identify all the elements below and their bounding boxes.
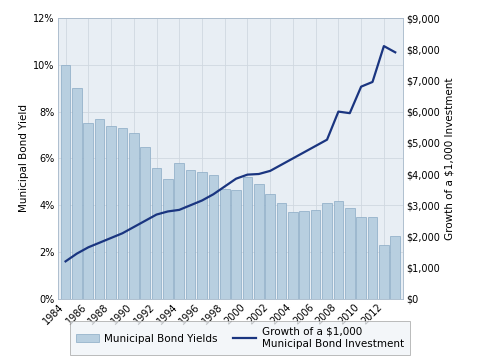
Bar [334, 201, 343, 299]
Bar [61, 65, 71, 299]
Bar [254, 184, 264, 299]
Legend: Municipal Bond Yields, Growth of a $1,000
Municipal Bond Investment: Municipal Bond Yields, Growth of a $1,00… [70, 321, 410, 355]
Bar [186, 170, 195, 299]
Bar [231, 190, 241, 299]
Bar [300, 211, 309, 299]
Bar [208, 175, 218, 299]
Bar [277, 203, 287, 299]
Bar [242, 177, 252, 299]
Bar [197, 172, 207, 299]
Bar [84, 123, 93, 299]
Y-axis label: Municipal Bond Yield: Municipal Bond Yield [19, 104, 29, 212]
Bar [288, 212, 298, 299]
Bar [379, 245, 389, 299]
Bar [322, 203, 332, 299]
Bar [311, 210, 321, 299]
Bar [106, 126, 116, 299]
Bar [390, 235, 400, 299]
Y-axis label: Growth of a $1,000 Investment: Growth of a $1,000 Investment [444, 77, 454, 240]
Bar [140, 147, 150, 299]
Bar [129, 132, 139, 299]
Bar [265, 194, 275, 299]
Bar [152, 168, 161, 299]
Bar [72, 88, 82, 299]
Bar [118, 128, 127, 299]
Bar [356, 217, 366, 299]
Bar [95, 118, 105, 299]
Bar [174, 163, 184, 299]
Bar [163, 179, 173, 299]
Bar [368, 217, 377, 299]
Bar [220, 189, 229, 299]
Bar [345, 207, 355, 299]
